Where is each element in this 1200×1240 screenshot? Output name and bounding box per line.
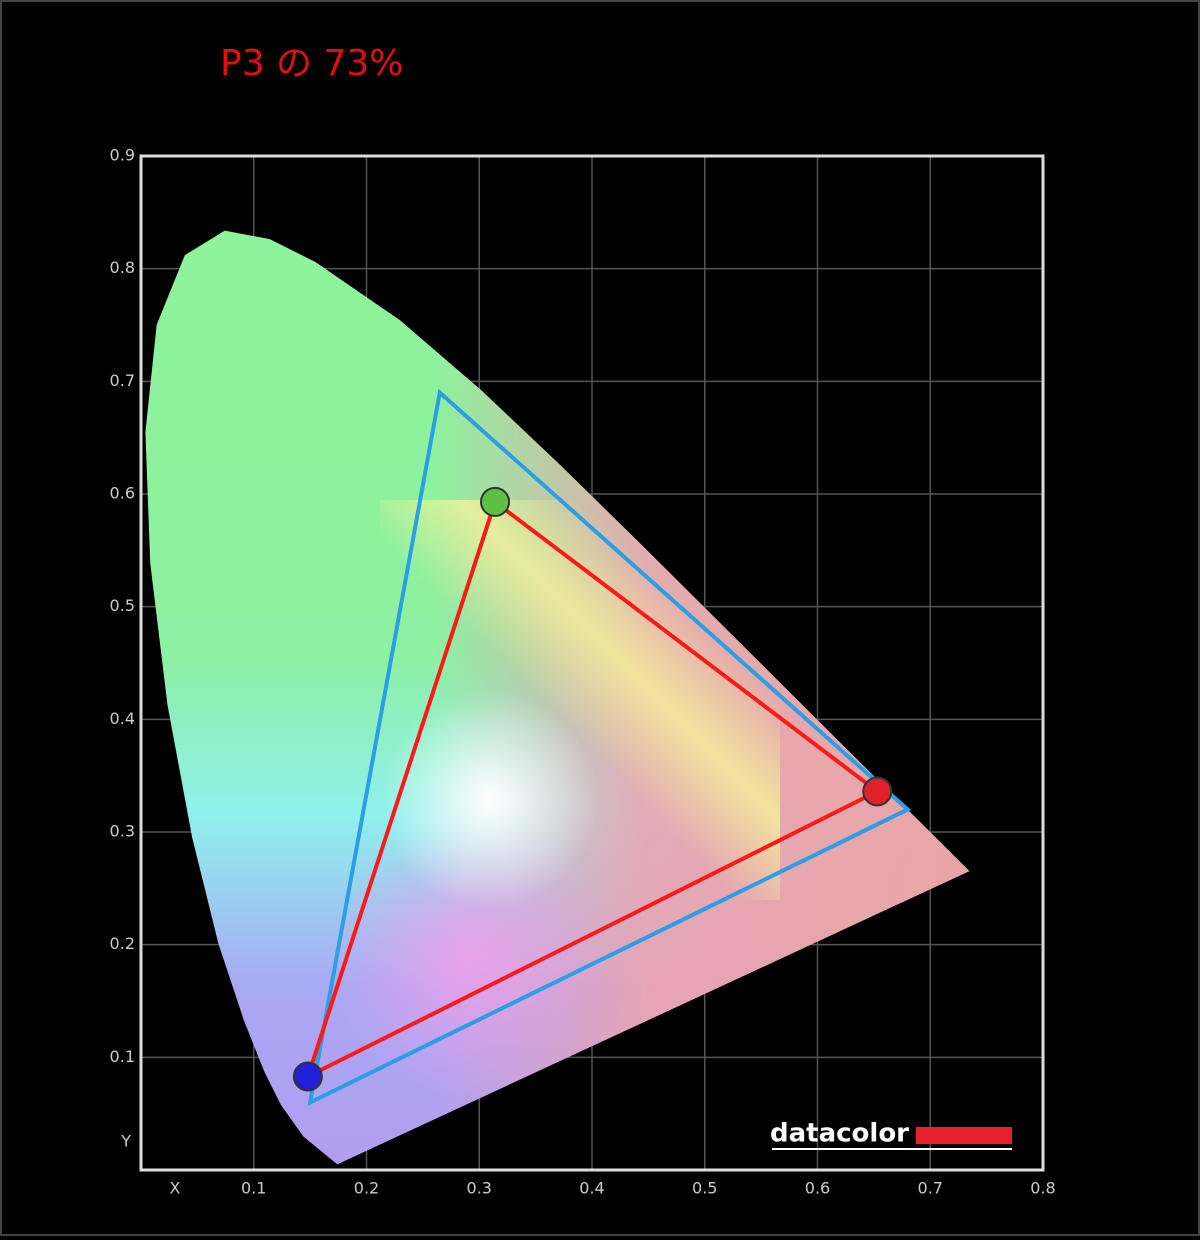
y-tick-label: 0.2 — [110, 934, 135, 953]
locus-fill — [145, 230, 970, 1165]
primary-point — [862, 776, 893, 807]
x-tick-label: 0.5 — [692, 1179, 717, 1198]
y-tick-label: 0.9 — [110, 146, 135, 165]
y-tick-label: 0.5 — [110, 596, 135, 615]
primary-point — [480, 486, 511, 517]
logo: datacolor — [770, 1119, 909, 1149]
y-tick-label: 0.4 — [110, 709, 135, 728]
gamut-triangle — [304, 498, 882, 1081]
y-tick-label: 0.8 — [110, 258, 135, 277]
y-tick-label: 0.7 — [110, 371, 135, 390]
gamut-triangle — [307, 388, 912, 1106]
x-tick-label: 0.2 — [354, 1179, 379, 1198]
primary-point — [292, 1061, 323, 1092]
x-axis-label: X — [170, 1179, 181, 1198]
x-tick-label: 0.8 — [1030, 1179, 1055, 1198]
x-tick-label: 0.1 — [241, 1179, 266, 1198]
x-tick-label: 0.4 — [579, 1179, 604, 1198]
logo-bar — [916, 1127, 1012, 1144]
chart-title: P3 の 73% — [220, 43, 404, 84]
y-tick-label: 0.3 — [110, 822, 135, 841]
y-tick-label: 0.1 — [110, 1047, 135, 1066]
x-tick-label: 0.7 — [918, 1179, 943, 1198]
y-tick-label: 0.6 — [110, 484, 135, 503]
y-axis-label: Y — [120, 1132, 131, 1151]
x-tick-label: 0.3 — [467, 1179, 492, 1198]
plot-frame — [139, 154, 1045, 1172]
x-tick-label: 0.6 — [805, 1179, 830, 1198]
